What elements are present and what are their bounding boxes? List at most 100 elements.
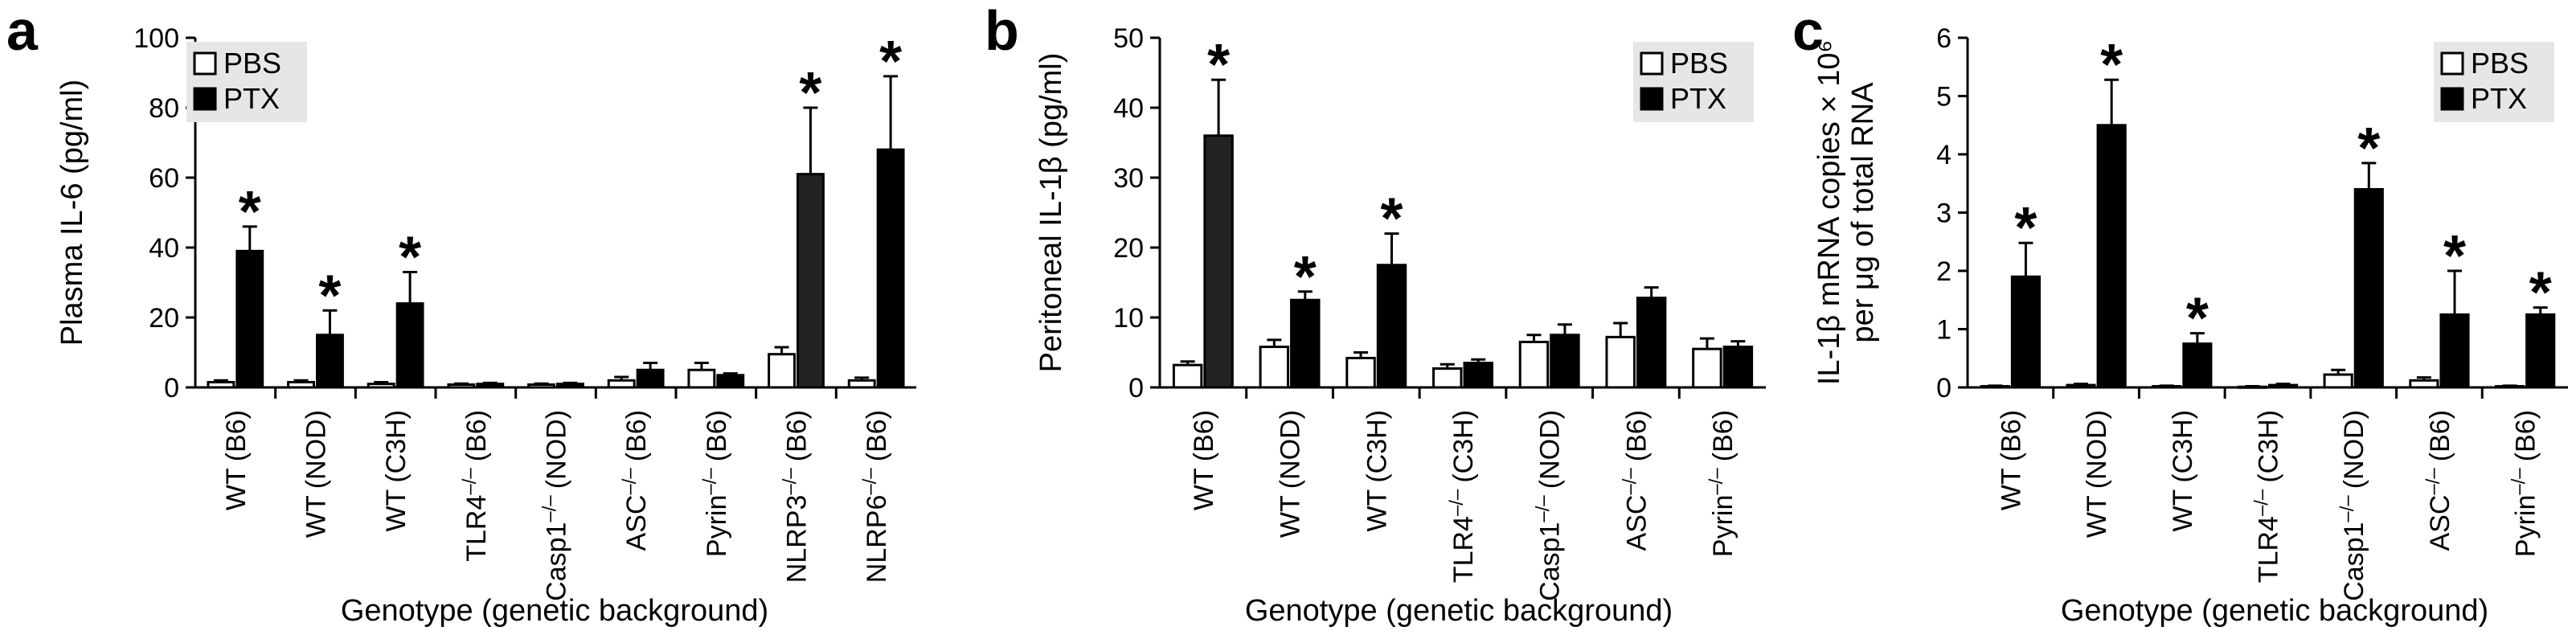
bar-pbs xyxy=(1518,340,1550,389)
y-tick-label: 40 xyxy=(1113,93,1144,124)
bar-pbs xyxy=(687,368,716,389)
panel-letter: b xyxy=(985,0,1019,62)
category-gene: ASC xyxy=(2425,495,2455,551)
y-tick-label: 3 xyxy=(1936,199,1951,229)
category-gene: WT xyxy=(221,468,252,510)
significance-star: * xyxy=(239,180,261,244)
legend-swatch-pbs xyxy=(1640,51,1664,76)
y-tick-label: 40 xyxy=(149,233,179,264)
bar-ptx xyxy=(1722,346,1754,389)
y-axis-title: Plasma IL-6 (pg/ml) xyxy=(55,80,89,346)
legend-label-ptx: PTX xyxy=(1670,82,1726,115)
category-background: (B6) xyxy=(1996,410,2026,461)
bar-pbs xyxy=(527,383,556,389)
bar-pbs xyxy=(207,380,235,389)
bar-pbs xyxy=(2066,383,2096,389)
category-label: WT (C3H) xyxy=(2168,410,2198,532)
category-gene: WT xyxy=(1362,489,1392,532)
bar-pbs xyxy=(447,383,476,389)
category-label: WT (C3H) xyxy=(381,410,412,532)
category-background: (C3H) xyxy=(2254,410,2284,483)
category-background: (NOD) xyxy=(2339,410,2369,489)
legend-swatch-pbs xyxy=(2440,51,2464,76)
significance-star: * xyxy=(2443,224,2466,289)
bar-pbs xyxy=(607,379,636,389)
legend-label-ptx: PTX xyxy=(2471,82,2527,115)
category-background: (B6) xyxy=(1708,410,1738,461)
category-label: TLR4–/– (C3H) xyxy=(2251,410,2284,583)
bar-ptx xyxy=(1550,334,1580,389)
category-gene: Casp1 xyxy=(1535,522,1566,601)
category-background: (B6) xyxy=(221,410,252,461)
category-background: (B6) xyxy=(461,410,492,461)
y-tick-label: 2 xyxy=(1936,256,1951,287)
y-tick-label: 0 xyxy=(1936,373,1951,403)
y-axis-title-line2: per μg of total RNA xyxy=(1846,82,1880,343)
category-superscript: –/– xyxy=(459,468,481,495)
chart-panel-c: c 0 1 2 3 4 5 6 IL-1β mRNA copies × 10⁶ per μg of… xyxy=(1792,0,2568,628)
category-background: (B6) xyxy=(702,410,732,461)
category-label: Pyrin–/– (B6) xyxy=(2508,410,2541,557)
category-label: Casp1–/– (NOD) xyxy=(2336,410,2369,601)
category-superscript: –/– xyxy=(2336,495,2358,522)
bar-ptx xyxy=(1463,362,1493,389)
bar-ptx xyxy=(2439,313,2470,389)
bar-ptx xyxy=(2010,275,2042,389)
bar-pbs xyxy=(287,380,315,389)
category-gene: WT xyxy=(1276,495,1306,538)
category-background: (NOD) xyxy=(2082,410,2112,489)
category-background: (NOD) xyxy=(1535,410,1566,489)
y-tick-label: 10 xyxy=(1113,303,1144,334)
bar-pbs xyxy=(367,383,395,389)
y-axis-title: Peritoneal IL-1β (pg/ml) xyxy=(1034,53,1068,373)
category-gene: Pyrin xyxy=(1708,495,1738,557)
category-superscript: –/– xyxy=(2422,468,2444,495)
category-background: (C3H) xyxy=(1448,410,1479,483)
bar-ptx xyxy=(1376,264,1407,389)
category-label: ASC–/– (B6) xyxy=(2422,410,2455,551)
category-background: (B6) xyxy=(2425,410,2455,461)
category-background: (B6) xyxy=(862,410,892,461)
category-gene: Casp1 xyxy=(2339,522,2369,601)
category-superscript: –/– xyxy=(699,468,721,495)
category-label: Pyrin–/– (B6) xyxy=(1706,410,1738,557)
bar-ptx xyxy=(2353,188,2384,389)
category-superscript: –/– xyxy=(2251,489,2273,516)
bar-ptx xyxy=(1290,298,1321,389)
legend-swatch-ptx xyxy=(2440,87,2464,111)
bar-ptx xyxy=(2096,124,2127,389)
category-label: WT (B6) xyxy=(221,410,252,510)
category-superscript: –/– xyxy=(1533,495,1554,522)
bar-ptx xyxy=(476,383,505,389)
y-axis-title: IL-1β mRNA copies × 10⁶ xyxy=(1812,40,1846,385)
bar-pbs xyxy=(1259,346,1290,389)
category-label: ASC–/– (B6) xyxy=(619,410,652,551)
x-axis-title: Genotype (genetic background) xyxy=(2061,594,2488,628)
y-tick-label: 20 xyxy=(149,303,179,334)
category-gene: TLR4 xyxy=(2254,516,2284,583)
category-label: NLRP3–/– (B6) xyxy=(780,410,813,583)
category-background: (NOD) xyxy=(301,410,332,489)
category-background: (B6) xyxy=(621,410,652,461)
chart-panel-a: a 0 20 40 60 80 100 Plasma IL-6 (pg/ml) Genotype… xyxy=(6,0,916,628)
category-superscript: –/– xyxy=(780,468,801,495)
category-label: WT (B6) xyxy=(1189,410,1219,510)
category-gene: Casp1 xyxy=(542,522,572,601)
significance-star: * xyxy=(2100,33,2123,97)
y-axis-title-group: Plasma IL-6 (pg/ml) xyxy=(55,80,89,346)
significance-star: * xyxy=(879,30,902,94)
category-gene: Pyrin xyxy=(2511,495,2541,557)
category-gene: NLRP3 xyxy=(782,495,813,584)
legend-swatch-ptx xyxy=(1640,87,1664,111)
bar-ptx xyxy=(1203,134,1234,389)
y-tick-label: 0 xyxy=(164,373,179,403)
category-gene: WT xyxy=(301,495,332,538)
category-gene: ASC xyxy=(621,495,652,551)
category-gene: TLR4 xyxy=(1448,516,1479,583)
significance-star: * xyxy=(1294,245,1317,309)
category-superscript: –/– xyxy=(859,468,881,495)
category-gene: NLRP6 xyxy=(862,495,892,584)
significance-star: * xyxy=(2186,287,2209,351)
